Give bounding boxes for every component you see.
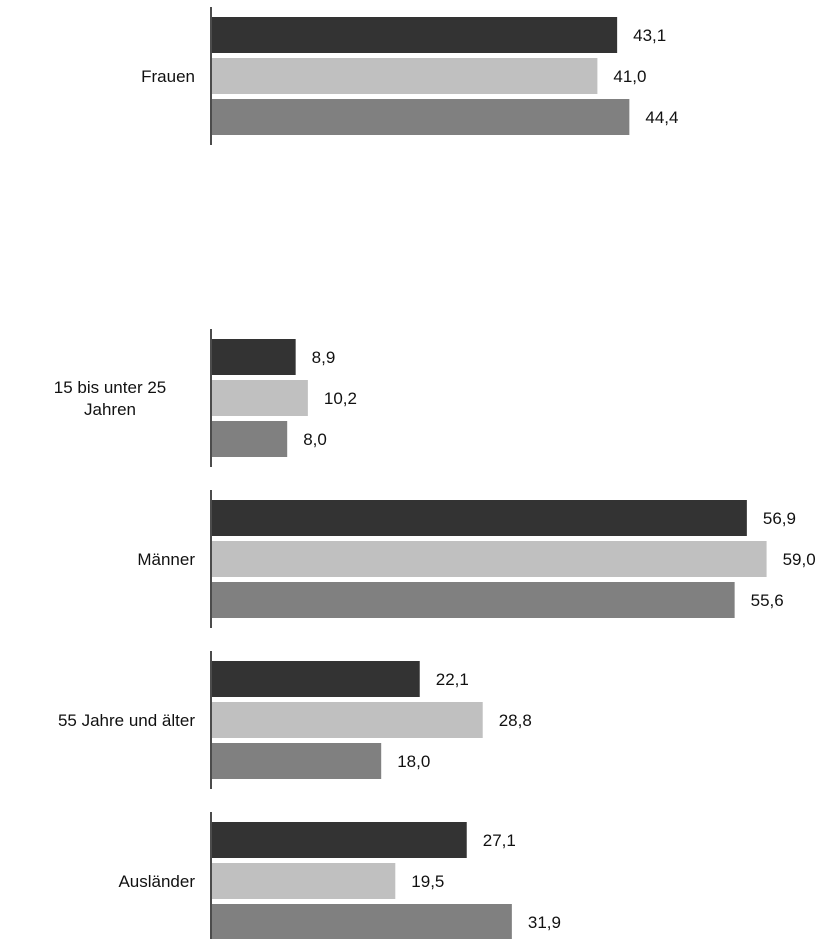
bar	[212, 743, 382, 779]
data-label: 43,1	[633, 26, 666, 45]
bar	[212, 541, 767, 577]
data-label: 59,0	[783, 550, 816, 569]
category-label: 15 bis unter 25 Jahren	[54, 378, 166, 419]
data-label: 56,9	[763, 509, 796, 528]
category-label: Frauen	[141, 67, 195, 86]
data-label: 8,0	[303, 430, 327, 449]
data-label: 27,1	[483, 831, 516, 850]
data-label: 8,9	[312, 348, 336, 367]
data-label: 44,4	[645, 108, 678, 127]
bar	[212, 339, 296, 375]
bar	[212, 17, 618, 53]
data-label: 19,5	[411, 872, 444, 891]
data-label: 31,9	[528, 913, 561, 932]
bar	[212, 863, 396, 899]
data-label: 18,0	[397, 752, 430, 771]
bar	[212, 822, 467, 858]
data-label: 41,0	[613, 67, 646, 86]
category-label: 55 Jahre und älter	[58, 711, 195, 730]
data-label: 55,6	[751, 591, 784, 610]
bar	[212, 99, 630, 135]
data-label: 22,1	[436, 670, 469, 689]
bar	[212, 500, 747, 536]
data-label: 28,8	[499, 711, 532, 730]
bar	[212, 421, 288, 457]
bar	[212, 702, 483, 738]
bar	[212, 58, 598, 94]
category-label: Ausländer	[118, 872, 195, 891]
bar	[212, 380, 308, 416]
bar	[212, 661, 420, 697]
bar	[212, 904, 512, 939]
category-label: Männer	[137, 550, 195, 569]
bar	[212, 582, 735, 618]
data-label: 10,2	[324, 389, 357, 408]
